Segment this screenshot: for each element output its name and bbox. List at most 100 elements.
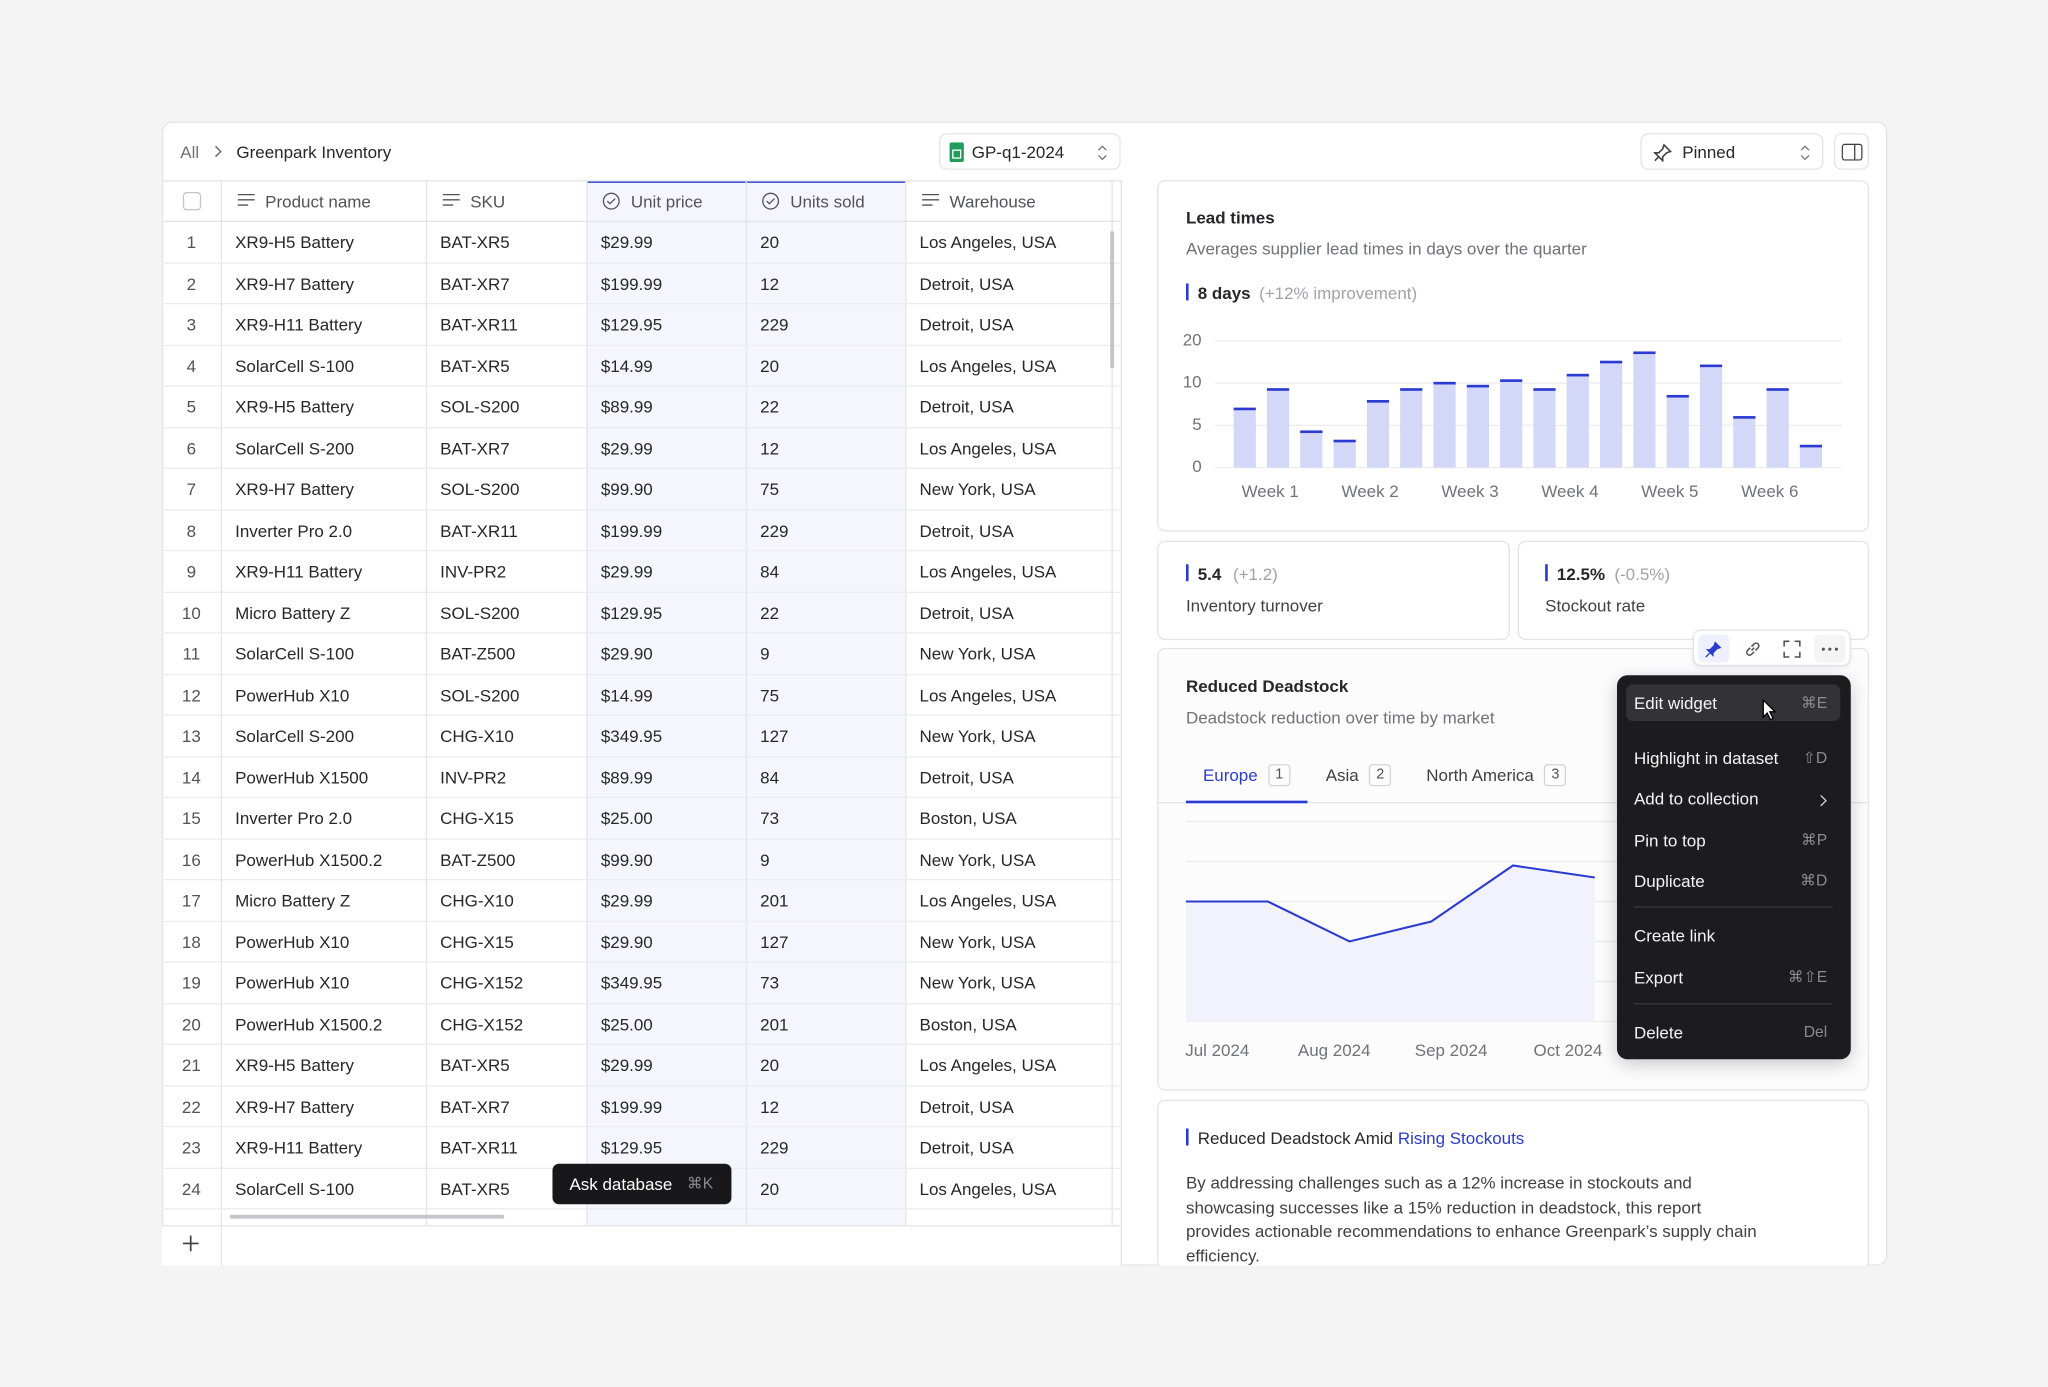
x-tick-label: Jul 2024 [1185,1041,1249,1060]
row-number: 3 [186,314,197,335]
metric-label: Stockout rate [1545,595,1646,616]
more-button[interactable] [1814,634,1846,663]
menu-shortcut: ⌘⇧E [1787,967,1828,987]
x-tick-label: Week 1 [1242,482,1299,501]
bar-cap [1766,388,1789,391]
select-all[interactable] [182,191,202,211]
tab-label[interactable]: North America [1426,765,1534,785]
sheet-icon [949,142,964,162]
menu-item[interactable]: Duplicate ⌘D [1626,862,1840,899]
table-cell: 84 [760,767,780,787]
metric-card [1157,540,1510,640]
bar [1333,439,1356,468]
table-cell: Detroit, USA [919,273,1014,294]
column-divider [220,181,223,1227]
menu-item[interactable]: Edit widget ⌘E [1626,684,1841,721]
column-header[interactable]: SKU [470,191,506,212]
column-divider [905,181,907,1227]
add-row-button[interactable] [182,1234,200,1256]
table-cell: 20 [760,355,780,376]
table-cell: 12 [760,273,780,294]
row-divider [161,303,1121,305]
report-title-link[interactable]: Rising Stockouts [1397,1128,1525,1149]
table-cell: XR9-H7 Battery [235,1096,355,1117]
column-divider [1111,181,1113,1227]
bar [1599,360,1623,468]
breadcrumb-root[interactable]: All [180,142,200,162]
column-divider [586,181,588,1227]
tab-label[interactable]: Asia [1325,765,1359,785]
menu-item[interactable]: Delete Del [1626,1014,1840,1051]
bar-cap [1566,373,1589,377]
updown-icon [1097,145,1107,161]
table-cell: BAT-Z500 [440,849,516,870]
table-cell: Los Angeles, USA [919,561,1057,582]
table-cell: SolarCell S-100 [235,355,355,376]
bar [1366,400,1390,468]
footer-divider [220,1225,223,1266]
menu-label: Highlight in dataset [1633,748,1779,768]
row-number: 7 [186,479,197,499]
clip [1149,1265,1881,1387]
table-cell: $129.95 [600,1137,663,1158]
chart-title: Lead times [1185,207,1275,228]
table-cell: SolarCell S-200 [235,438,355,458]
menu-shortcut: ⌘D [1800,871,1828,890]
table-cell: PowerHub X1500.2 [235,1014,383,1034]
tab-label[interactable]: Europe [1202,765,1258,785]
menu-item[interactable]: Highlight in dataset ⇧D [1626,739,1840,776]
menu-label: Add to collection [1633,788,1759,809]
ask-database-button[interactable]: Ask database ⌘K [552,1163,732,1205]
x-tick-label: Week 4 [1541,482,1598,501]
table-cell: $25.00 [600,1014,653,1034]
table-cell: New York, USA [919,849,1036,870]
menu-item[interactable]: Add to collection [1626,780,1840,817]
table-cell: BAT-XR11 [440,314,518,335]
table-cell: Detroit, USA [919,314,1014,335]
bar [1266,388,1290,468]
row-number: 13 [181,726,201,746]
table-cell: 84 [760,561,780,582]
metric-card [1517,540,1870,640]
table-cell: $29.99 [600,561,653,582]
view-selector[interactable]: Pinned [1640,133,1824,170]
dataset-selector[interactable]: GP-q1-2024 [939,133,1121,170]
tabs: Europe 1 Asia 2 North America 3 [1185,760,1604,804]
pin-icon [1705,641,1722,658]
table-cell: $199.99 [600,273,663,294]
row-number: 17 [181,890,201,911]
table-cell: PowerHub X1500.2 [235,849,383,870]
table-cell: XR9-H5 Battery [235,232,355,253]
menu-shortcut: ⌘E [1801,693,1828,712]
menu-item[interactable]: Pin to top ⌘P [1626,822,1840,859]
bar [1766,388,1789,468]
table-cell: New York, USA [919,643,1036,664]
breadcrumb-chevron [214,145,222,158]
column-header[interactable]: Product name [265,191,371,212]
expand-button[interactable] [1783,640,1801,658]
table-cell: $29.99 [600,890,653,911]
column-header[interactable]: Units sold [790,191,865,212]
menu-label: Duplicate [1633,871,1705,891]
table-cell: PowerHub X10 [235,931,350,952]
column-header[interactable]: Unit price [630,191,703,212]
table-cell: SOL-S200 [440,479,520,499]
table-cell: 22 [760,397,780,417]
table-cell: 127 [760,931,789,952]
panel-toggle[interactable] [1833,133,1870,170]
table-cell: 127 [760,726,789,746]
table-cell: Los Angeles, USA [919,890,1057,911]
pin-button[interactable] [1697,634,1730,663]
table-cell: BAT-XR5 [440,232,510,253]
menu-item[interactable]: Export ⌘⇧E [1626,959,1840,996]
header-accent [745,181,906,183]
link-button[interactable] [1744,640,1762,658]
table-cell: BAT-XR5 [440,1178,510,1199]
menu-item[interactable]: Create link [1626,917,1840,954]
table-cell: BAT-XR5 [440,355,510,376]
column-icon [761,192,780,214]
table-cell: CHG-X10 [440,890,514,911]
column-header[interactable]: Warehouse [949,191,1036,212]
table-cell: $25.00 [600,808,653,829]
